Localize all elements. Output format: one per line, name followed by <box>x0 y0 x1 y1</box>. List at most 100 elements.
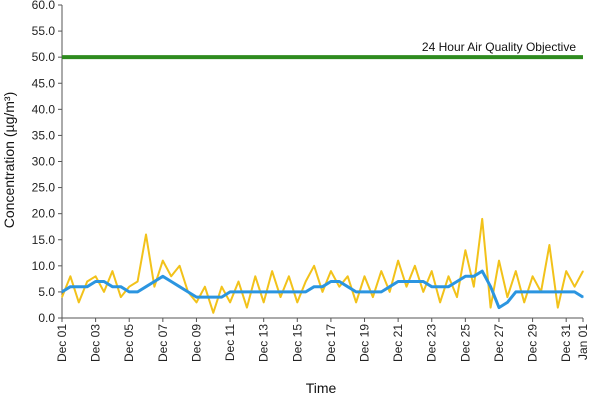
series-point <box>338 286 340 288</box>
x-axis-ticks: Dec 01 Dec 03 Dec 05 Dec 07 Dec 09 Dec 11 Dec … <box>55 318 590 362</box>
series-point <box>111 270 113 272</box>
series-point <box>246 291 248 293</box>
series-lines <box>61 217 584 314</box>
series-point <box>473 286 475 288</box>
series-point <box>103 291 105 293</box>
series-point <box>103 280 105 283</box>
series-point <box>313 265 315 267</box>
series-point <box>271 291 273 293</box>
series-point <box>456 296 458 298</box>
series-point <box>347 275 349 277</box>
series-point <box>548 244 551 246</box>
series-point <box>254 275 256 277</box>
series-point <box>330 270 332 272</box>
series-point <box>389 291 391 293</box>
series-point <box>481 270 483 272</box>
series-point <box>86 280 88 283</box>
series-point <box>170 280 172 283</box>
series-point <box>120 296 122 298</box>
x-tick-label: Dec 05 <box>122 324 136 362</box>
series-point <box>254 291 256 293</box>
series-point <box>498 260 500 262</box>
series-point <box>288 275 290 277</box>
series-point <box>540 291 542 293</box>
y-axis-title: Concentration (µg/m³) <box>1 92 17 228</box>
series-point <box>271 270 273 272</box>
series-point <box>128 286 130 288</box>
y-tick-label: 30.0 <box>32 155 56 169</box>
series-point <box>414 265 416 267</box>
series-point <box>145 233 147 236</box>
y-tick-label: 25.0 <box>32 181 56 195</box>
series-point <box>69 286 71 288</box>
x-tick-label: Dec 13 <box>257 324 271 362</box>
series-point <box>95 280 97 283</box>
series-point <box>204 286 206 288</box>
x-tick-label: Dec 17 <box>324 324 338 362</box>
series-point <box>574 286 576 288</box>
x-tick-label: Dec 03 <box>89 324 103 362</box>
series-point <box>305 291 307 293</box>
series-point <box>330 280 332 283</box>
series-point <box>204 296 206 298</box>
series-point <box>221 286 223 288</box>
y-tick-label: 5.0 <box>38 285 55 299</box>
series-point <box>187 291 189 293</box>
series-point <box>305 280 307 283</box>
y-axis-ticks: 0.0 5.0 10.0 15.0 20.0 25.0 30.0 35.0 40.0 45.0 50… <box>32 0 62 325</box>
series-point <box>439 286 441 288</box>
series-point <box>582 296 584 298</box>
series-point <box>162 260 164 262</box>
series-point <box>296 301 298 303</box>
series-point <box>321 291 324 293</box>
series-point <box>128 291 130 293</box>
series-point <box>355 291 357 293</box>
series-point <box>246 307 248 309</box>
series-point <box>221 296 223 298</box>
series-point <box>363 291 366 293</box>
series-point <box>532 291 534 293</box>
series-point <box>61 291 63 293</box>
series-point <box>380 270 382 272</box>
series-point <box>170 275 172 277</box>
series-point <box>313 286 315 288</box>
x-tick-label: Dec 07 <box>156 324 170 362</box>
y-tick-label: 20.0 <box>32 207 56 221</box>
y-tick-label: 0.0 <box>38 311 55 325</box>
x-tick-label: Jan 01 <box>576 324 590 360</box>
series-point <box>498 307 500 309</box>
series-point <box>86 286 88 288</box>
x-tick-label: Dec 31 <box>559 324 573 362</box>
objective-label: 24 Hour Air Quality Objective <box>422 40 576 54</box>
series-point <box>397 280 399 283</box>
series-point <box>523 291 525 293</box>
series-point <box>120 286 122 288</box>
series-point <box>229 291 231 293</box>
series-point <box>279 296 282 298</box>
series-point <box>296 291 298 293</box>
series-point <box>137 291 139 293</box>
series-point <box>263 301 265 303</box>
series-point <box>355 301 357 303</box>
series-point <box>363 275 366 277</box>
series-point <box>405 286 408 288</box>
y-tick-label: 45.0 <box>32 76 56 90</box>
series-point <box>447 275 450 277</box>
x-axis-title: Time <box>306 380 337 396</box>
series-point <box>137 280 139 283</box>
series-point <box>212 312 214 314</box>
x-tick-label: Dec 15 <box>290 324 304 362</box>
series-point <box>389 286 391 288</box>
series-point <box>162 275 164 277</box>
series-point <box>473 275 475 277</box>
series-point <box>447 286 450 288</box>
series-point <box>61 296 63 298</box>
series-point <box>153 286 155 288</box>
x-tick-label: Dec 01 <box>55 324 69 362</box>
series-point <box>405 280 408 283</box>
y-tick-label: 55.0 <box>32 24 56 38</box>
series-point <box>263 291 265 293</box>
series-point <box>111 286 113 288</box>
series-point <box>490 307 492 309</box>
